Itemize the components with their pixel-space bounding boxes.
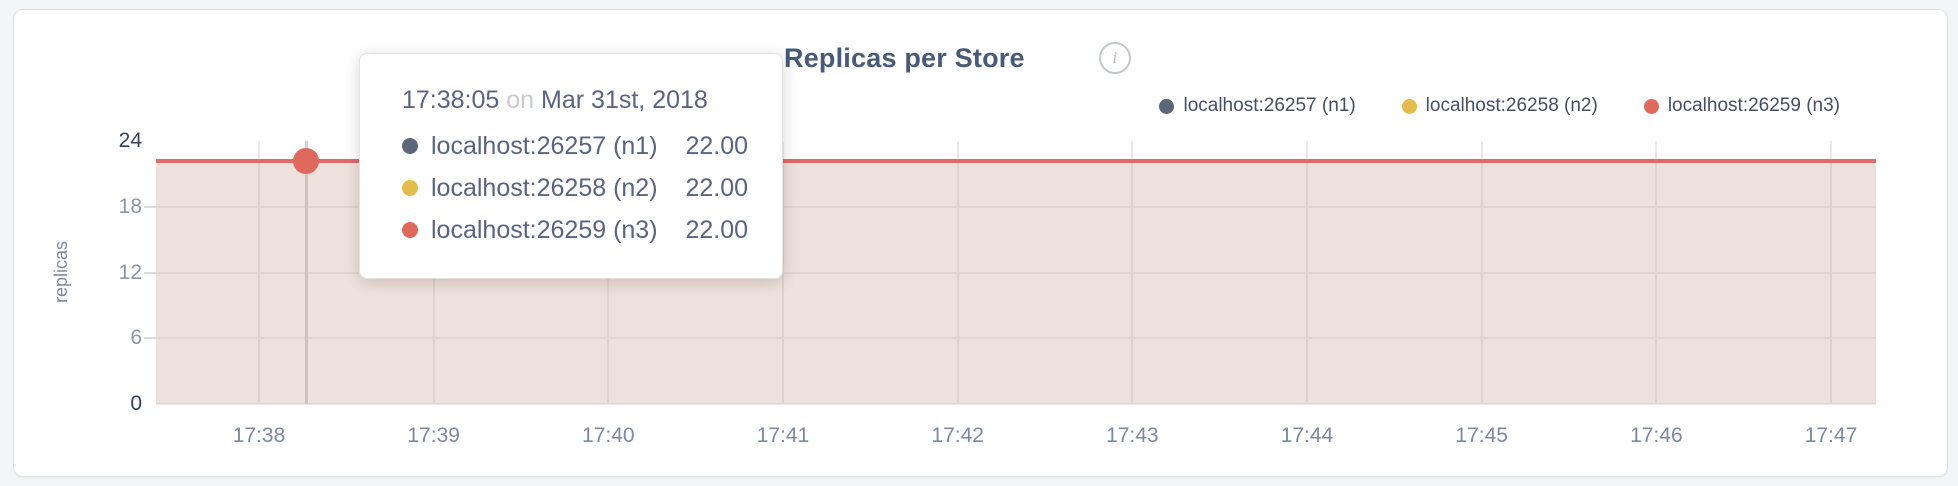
y-gridline bbox=[156, 205, 1876, 208]
x-tick-label: 17:43 bbox=[1106, 424, 1159, 447]
y-tick-mark bbox=[144, 271, 156, 274]
tooltip-series-name: localhost:26258 (n2) bbox=[431, 173, 658, 202]
legend-item-n1[interactable]: localhost:26257 (n1) bbox=[1159, 95, 1356, 117]
series-line bbox=[156, 159, 1876, 163]
x-tick-label: 17:39 bbox=[407, 424, 460, 447]
legend: localhost:26257 (n1) localhost:26258 (n2)… bbox=[1159, 95, 1840, 117]
tooltip-series-dot bbox=[402, 138, 418, 154]
tooltip-series-value: 22.00 bbox=[685, 215, 748, 244]
y-tick-label: 6 bbox=[130, 326, 142, 350]
tooltip-series-name: localhost:26257 (n1) bbox=[431, 131, 658, 160]
legend-series-label: localhost:26257 (n1) bbox=[1183, 95, 1356, 116]
legend-series-dot bbox=[1159, 98, 1175, 114]
tooltip-series-value: 22.00 bbox=[685, 173, 748, 202]
hover-point-marker bbox=[293, 148, 319, 174]
tooltip-row-n2: localhost:26258 (n2) 22.00 bbox=[402, 167, 748, 209]
x-axis: 17:38 17:39 17:40 17:41 17:42 17:43 17:44 17:45… bbox=[156, 424, 1876, 450]
legend-item-n3[interactable]: localhost:26259 (n3) bbox=[1643, 95, 1840, 117]
y-axis-title: replicas bbox=[51, 240, 71, 304]
tooltip-time: 17:38:05 bbox=[402, 86, 500, 114]
legend-item-n2[interactable]: localhost:26258 (n2) bbox=[1401, 95, 1598, 117]
tooltip-series-dot bbox=[402, 180, 418, 196]
y-gridline bbox=[156, 403, 1876, 405]
hover-tooltip: 17:38:05 on Mar 31st, 2018 localhost:262… bbox=[359, 53, 783, 279]
x-tick-label: 17:38 bbox=[232, 424, 286, 447]
x-tick-label: 17:44 bbox=[1280, 424, 1334, 447]
legend-series-label: localhost:26259 (n3) bbox=[1667, 95, 1840, 116]
tooltip-header: 17:38:05 on Mar 31st, 2018 bbox=[360, 54, 782, 115]
x-tick-label: 17:45 bbox=[1455, 424, 1508, 447]
tooltip-series-name: localhost:26259 (n3) bbox=[431, 215, 658, 244]
x-tick-label: 17:47 bbox=[1804, 424, 1858, 447]
tooltip-series-dot bbox=[402, 222, 418, 238]
chart-card: Replicas per Store i localhost:26257 (n1… bbox=[13, 9, 1948, 477]
info-icon[interactable]: i bbox=[1098, 42, 1131, 74]
chart-title: Replicas per Store bbox=[784, 42, 1025, 73]
tooltip-rows: localhost:26257 (n1) 22.00 localhost:26258… bbox=[360, 115, 782, 251]
x-tick-label: 17:46 bbox=[1630, 424, 1683, 447]
y-axis: 24 18 12 6 0 bbox=[14, 129, 142, 415]
legend-series-label: localhost:26258 (n2) bbox=[1425, 95, 1598, 116]
y-tick-mark bbox=[144, 205, 156, 208]
tooltip-connector: on bbox=[506, 86, 535, 114]
tooltip-date: Mar 31st, 2018 bbox=[541, 86, 708, 114]
y-tick-label: 0 bbox=[130, 392, 142, 415]
x-tick-label: 17:42 bbox=[931, 424, 984, 447]
x-tick-label: 17:40 bbox=[582, 424, 635, 447]
y-gridline bbox=[156, 271, 1876, 274]
y-gridline bbox=[156, 337, 1876, 340]
y-tick-label: 24 bbox=[118, 129, 142, 152]
tooltip-row-n1: localhost:26257 (n1) 22.00 bbox=[402, 125, 748, 167]
y-tick-label: 18 bbox=[118, 194, 142, 218]
crosshair-guideline bbox=[305, 141, 308, 404]
x-tick-label: 17:41 bbox=[756, 424, 810, 447]
tooltip-row-n3: localhost:26259 (n3) 22.00 bbox=[402, 209, 748, 251]
legend-series-dot bbox=[1643, 98, 1659, 114]
legend-series-dot bbox=[1401, 98, 1417, 114]
tooltip-series-value: 22.00 bbox=[685, 131, 748, 160]
chart-header: Replicas per Store i bbox=[784, 42, 1131, 74]
y-tick-mark bbox=[144, 337, 156, 340]
y-tick-label: 12 bbox=[118, 260, 142, 284]
